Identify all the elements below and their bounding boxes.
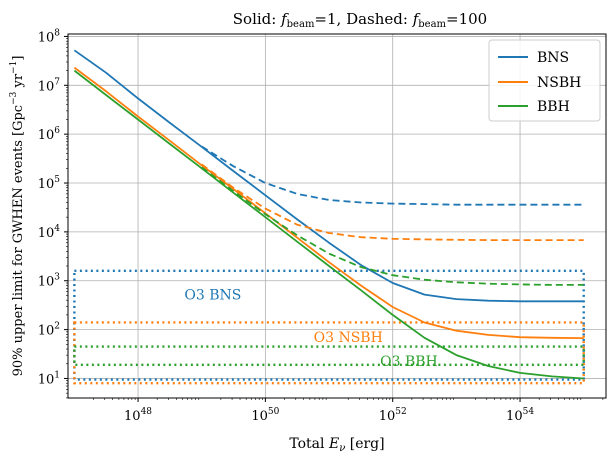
series-nsbh-solid bbox=[73, 66, 584, 339]
legend-box bbox=[488, 39, 601, 122]
y-tick-label: 107 bbox=[38, 77, 61, 94]
y-tick-label: 102 bbox=[38, 322, 60, 339]
y-axis-label: 90% upper limit for GWHEN events [Gpc−3 … bbox=[9, 56, 26, 377]
o3-limit-boxes: O3 BNS O3 NSBH O3 BBH bbox=[73, 269, 585, 385]
o3-box-o3-nsbh bbox=[73, 321, 585, 385]
o3-label-o3-bbh: O3 BBH bbox=[380, 354, 438, 370]
o3-label-o3-bns: O3 BNS bbox=[184, 288, 241, 304]
y-axis-ticks: 101 102 103 104 105 106 107 108 bbox=[38, 28, 68, 399]
legend-label-nsbh: NSBH bbox=[537, 75, 581, 91]
x-tick-label: 1052 bbox=[379, 407, 407, 424]
x-tick-label: 1054 bbox=[506, 407, 534, 424]
legend: BNS NSBH BBH bbox=[488, 39, 601, 122]
y-tick-label: 101 bbox=[38, 370, 60, 387]
o3-box-o3-bbh bbox=[73, 345, 585, 367]
legend-label-bbh: BBH bbox=[537, 99, 570, 115]
y-tick-label: 105 bbox=[38, 175, 61, 192]
series-bns-dashed bbox=[201, 145, 584, 206]
series-nsbh-dashed bbox=[201, 163, 584, 242]
x-axis-ticks: 1048 1050 1052 1054 bbox=[93, 398, 604, 424]
y-tick-label: 103 bbox=[38, 273, 61, 290]
plot-frame bbox=[67, 33, 607, 399]
x-tick-label: 1050 bbox=[251, 407, 279, 424]
series-bns-solid bbox=[73, 49, 584, 303]
x-tick-label: 1048 bbox=[124, 407, 152, 424]
series-bbh-dashed bbox=[201, 166, 584, 286]
legend-label-bns: BNS bbox=[537, 50, 569, 66]
y-tick-label: 108 bbox=[38, 28, 61, 45]
y-tick-label: 106 bbox=[38, 126, 61, 143]
o3-box-o3-bns bbox=[73, 269, 585, 381]
chart-title: Solid: fbeam=1, Dashed: fbeam=100 bbox=[233, 10, 487, 30]
o3-label-o3-nsbh: O3 NSBH bbox=[314, 330, 383, 346]
x-axis-label: Total Eν [erg] bbox=[289, 436, 384, 454]
y-tick-label: 104 bbox=[38, 224, 61, 241]
series-lines bbox=[73, 49, 584, 380]
series-bbh-solid bbox=[73, 69, 584, 380]
